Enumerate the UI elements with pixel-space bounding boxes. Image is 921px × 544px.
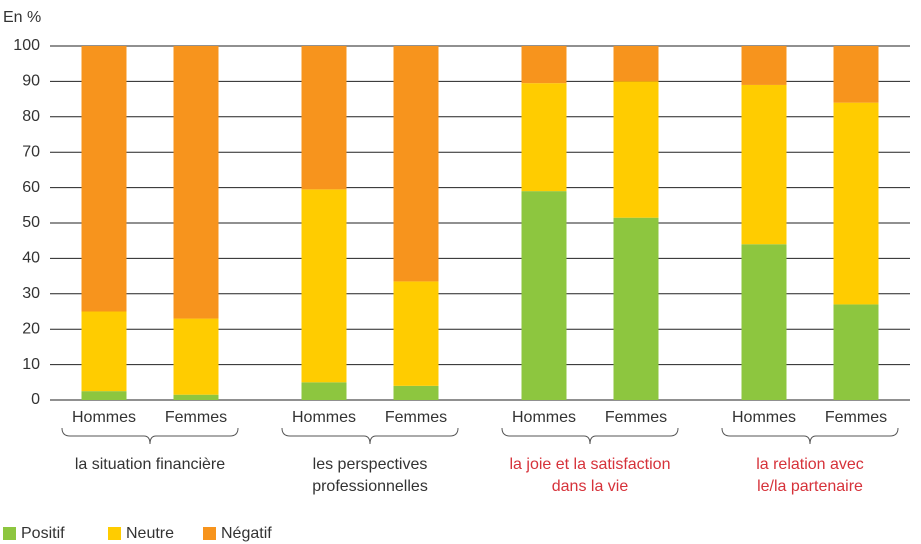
- group-label: professionnelles: [312, 478, 428, 495]
- bar-segment: [521, 46, 567, 84]
- legend-label: Négatif: [221, 525, 272, 542]
- bar-segment: [741, 46, 787, 85]
- x-tick-label: Femmes: [165, 409, 227, 426]
- legend-swatch: [203, 527, 216, 540]
- bar-segment: [81, 46, 127, 312]
- bar-segment: [521, 191, 567, 400]
- bar-segment: [393, 46, 439, 282]
- y-tick-label: 20: [22, 320, 40, 337]
- group-label: la situation financière: [75, 456, 225, 473]
- x-tick-label: Femmes: [385, 409, 447, 426]
- y-tick-label: 60: [22, 179, 40, 196]
- group-brace: [61, 427, 239, 445]
- bar-segment: [393, 281, 439, 386]
- bar-segment: [173, 46, 219, 319]
- group-label: la joie et la satisfaction: [510, 456, 671, 473]
- legend-label: Positif: [21, 525, 65, 542]
- y-tick-label: 30: [22, 285, 40, 302]
- y-tick-label: 70: [22, 143, 40, 160]
- x-tick-label: Hommes: [72, 409, 136, 426]
- bar-segment: [301, 46, 347, 190]
- bar-segment: [81, 391, 127, 400]
- x-tick-label: Femmes: [605, 409, 667, 426]
- bar-segment: [173, 394, 219, 400]
- group-label: le/la partenaire: [757, 478, 863, 495]
- group-brace: [721, 427, 899, 445]
- group-label: la relation avec: [756, 456, 864, 473]
- group-label: les perspectives: [313, 456, 428, 473]
- x-tick-label: Hommes: [292, 409, 356, 426]
- y-tick-label: 40: [22, 250, 40, 267]
- y-axis-label: En %: [3, 9, 41, 26]
- bar-segment: [741, 84, 787, 245]
- group-brace: [501, 427, 679, 445]
- bar-segment: [521, 83, 567, 192]
- bar-segment: [613, 46, 659, 82]
- bar-segment: [741, 244, 787, 400]
- bar-segment: [833, 304, 879, 400]
- bar-segment: [81, 311, 127, 392]
- bar-segment: [613, 217, 659, 400]
- legend-swatch: [3, 527, 16, 540]
- bar-segment: [833, 102, 879, 305]
- legend-swatch: [108, 527, 121, 540]
- bar-segment: [613, 81, 659, 218]
- x-tick-label: Hommes: [732, 409, 796, 426]
- x-tick-label: Hommes: [512, 409, 576, 426]
- bar-segment: [833, 46, 879, 103]
- bar-segment: [301, 189, 347, 383]
- bar-segment: [393, 385, 439, 400]
- y-tick-label: 0: [31, 391, 40, 408]
- bar-segment: [173, 318, 219, 395]
- legend-label: Neutre: [126, 525, 174, 542]
- y-tick-label: 80: [22, 108, 40, 125]
- bar-segment: [301, 382, 347, 400]
- y-tick-label: 90: [22, 73, 40, 90]
- group-label: dans la vie: [552, 478, 629, 495]
- y-tick-label: 100: [13, 37, 40, 54]
- y-tick-label: 10: [22, 356, 40, 373]
- x-tick-label: Femmes: [825, 409, 887, 426]
- y-tick-label: 50: [22, 214, 40, 231]
- group-brace: [281, 427, 459, 445]
